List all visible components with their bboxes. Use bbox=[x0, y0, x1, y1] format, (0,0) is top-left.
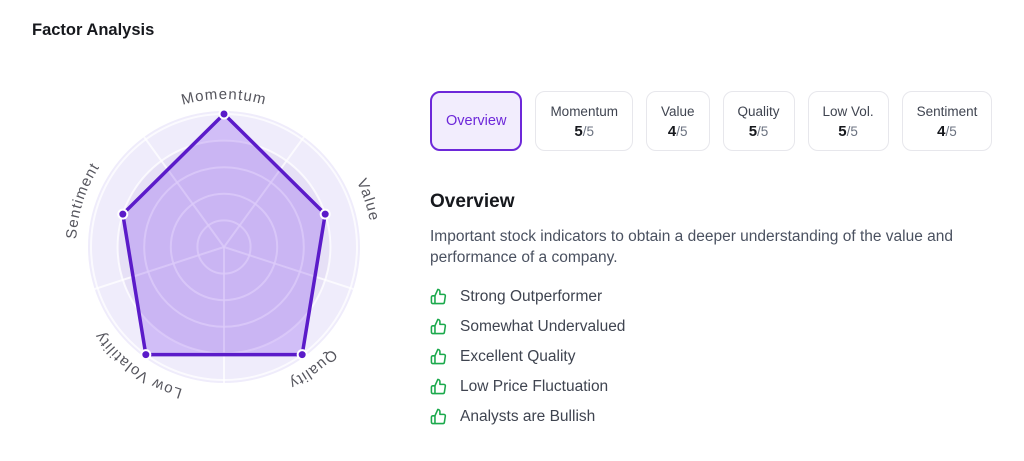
radar-grid-spokes bbox=[94, 136, 354, 383]
highlight-text: Analysts are Bullish bbox=[460, 407, 596, 425]
tab-momentum[interactable]: Momentum 5/5 bbox=[535, 91, 633, 151]
radar-vertex-dot bbox=[319, 208, 331, 220]
grid-spoke bbox=[94, 246, 225, 290]
tab-score: 5/5 bbox=[574, 123, 594, 141]
overview-heading: Overview bbox=[430, 191, 515, 212]
page-title: Factor Analysis bbox=[32, 21, 155, 39]
list-item: Analysts are Bullish bbox=[430, 406, 996, 427]
tab-score: 5/5 bbox=[838, 123, 858, 141]
tab-score: 4/5 bbox=[667, 123, 688, 141]
thumbs-up-icon bbox=[430, 288, 447, 305]
thumbs-up-icon bbox=[430, 318, 447, 335]
radar-vertex-dots bbox=[117, 108, 331, 361]
tab-label: Overview bbox=[446, 112, 507, 129]
highlight-text: Strong Outperformer bbox=[460, 287, 603, 305]
list-item: Strong Outperformer bbox=[430, 286, 996, 307]
radar-polygon bbox=[121, 112, 327, 357]
tab-overview[interactable]: Overview bbox=[430, 91, 523, 151]
thumbs-up-icon bbox=[430, 408, 447, 425]
axis-label-value: Value bbox=[353, 176, 383, 223]
tab-sentiment[interactable]: Sentiment 4/5 bbox=[901, 91, 993, 151]
factor-radar-chart: Momentum Value Quality Low Volatility Sentim… bbox=[44, 67, 404, 427]
list-item: Excellent Quality bbox=[430, 346, 996, 367]
factor-detail-panel: Overview Momentum 5/5 Value 4/5 Quality … bbox=[430, 91, 996, 436]
axis-label-momentum: Momentum bbox=[180, 86, 269, 109]
factor-tab-row: Overview Momentum 5/5 Value 4/5 Quality … bbox=[430, 91, 996, 151]
grid-spoke bbox=[223, 246, 354, 290]
highlight-text: Excellent Quality bbox=[460, 347, 576, 365]
tab-label: Quality bbox=[737, 103, 780, 119]
tab-score: 5/5 bbox=[748, 123, 769, 141]
thumbs-up-icon bbox=[430, 348, 447, 365]
tab-score: 4/5 bbox=[937, 123, 957, 141]
list-item: Somewhat Undervalued bbox=[430, 316, 996, 337]
highlight-text: Low Price Fluctuation bbox=[460, 377, 609, 395]
highlight-list: Strong Outperformer Somewhat Undervalued… bbox=[430, 286, 996, 427]
list-item: Low Price Fluctuation bbox=[430, 376, 996, 397]
tab-label: Value bbox=[660, 103, 695, 119]
grid-spoke bbox=[223, 136, 305, 248]
tab-label: Momentum bbox=[550, 103, 618, 119]
tab-low-vol[interactable]: Low Vol. 5/5 bbox=[807, 91, 889, 151]
radar-vertex-dot bbox=[117, 208, 129, 220]
tab-quality[interactable]: Quality 5/5 bbox=[722, 91, 795, 151]
overview-description: Important stock indicators to obtain a d… bbox=[430, 228, 954, 266]
radar-vertex-dot bbox=[140, 349, 152, 361]
grid-spoke bbox=[143, 136, 225, 248]
tab-value[interactable]: Value 4/5 bbox=[645, 91, 710, 151]
thumbs-up-icon bbox=[430, 378, 447, 395]
tab-label: Low Vol. bbox=[822, 103, 874, 119]
radar-vertex-dot bbox=[296, 349, 308, 361]
highlight-text: Somewhat Undervalued bbox=[460, 317, 626, 335]
radar-vertex-dot bbox=[218, 108, 230, 120]
tab-label: Sentiment bbox=[916, 103, 978, 119]
